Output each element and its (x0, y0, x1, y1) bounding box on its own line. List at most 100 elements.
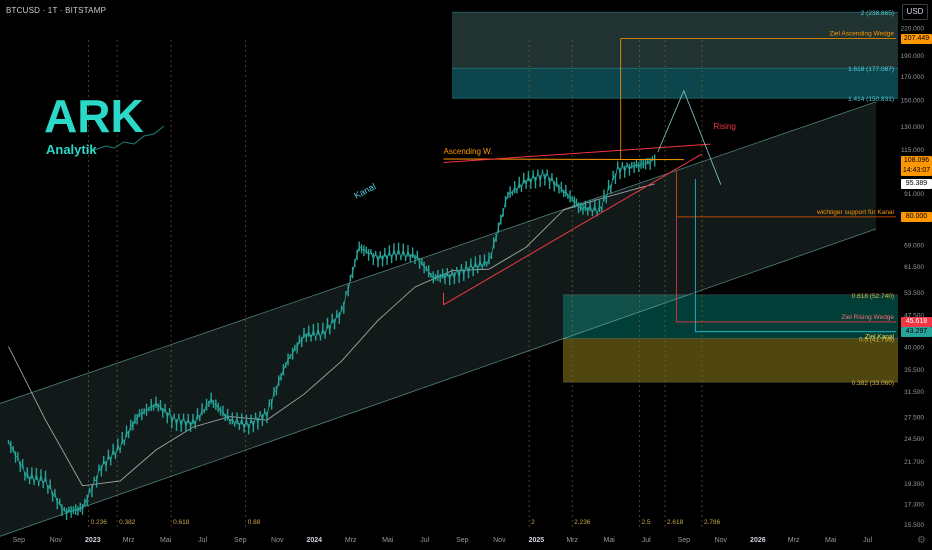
settings-icon[interactable]: ⚙ (917, 535, 926, 546)
projection-label-3: Ziel Kanal (865, 334, 894, 341)
logo-subtitle: Analytik (46, 142, 97, 157)
projected-path (657, 89, 722, 185)
y-tick-label-0: 15.500 (904, 522, 924, 529)
price-label-value: 45.618 (905, 317, 928, 325)
y-tick-label-19: 170.000 (901, 74, 925, 81)
price-label-1: 95.389 (901, 178, 932, 189)
channel-lower-line (0, 228, 877, 537)
symbol-label: BTCUSD · 1T · BITSTAMP (6, 6, 107, 15)
x-tick-label-4: Mai (160, 537, 172, 544)
y-tick-label-5: 27.500 (904, 415, 924, 422)
x-tick-label-5: Jul (198, 537, 207, 544)
fib-zone-upper (452, 12, 898, 69)
time-fib-label-8: 2.786 (704, 519, 721, 526)
time-fib-label-5: 2.236 (574, 519, 591, 526)
x-tick-label-2: 2023 (85, 537, 101, 544)
time-fib-label-3: 0.88 (248, 519, 261, 526)
x-tick-label-9: Mrz (345, 537, 357, 544)
y-tick-label-11: 61.500 (904, 264, 924, 271)
x-tick-label-19: Nov (715, 537, 728, 544)
wedge-lower-line (443, 153, 703, 306)
y-tick-label-1: 17.300 (904, 501, 924, 508)
x-tick-label-13: Nov (493, 537, 506, 544)
fib-zone-gold (563, 338, 898, 383)
x-tick-label-1: Nov (50, 537, 63, 544)
fib-zone-lower (563, 294, 898, 339)
y-tick-label-2: 19.300 (904, 481, 924, 488)
y-tick-label-7: 35.500 (904, 367, 924, 374)
x-tick-label-0: Sep (13, 537, 26, 544)
annotation-kanal: Kanal (352, 181, 377, 201)
x-tick-label-20: 2026 (750, 537, 766, 544)
fib-label-1: 1.618 (177.087) (848, 66, 894, 73)
time-fib-label-0: 0.236 (91, 519, 108, 526)
price-label-value: 80.000 (905, 212, 928, 220)
moving-average-line (8, 183, 655, 487)
projection-label-1: wichtiger support für Kanal (816, 209, 895, 216)
x-tick-label-8: 2024 (307, 537, 323, 544)
x-tick-label-7: Nov (271, 537, 284, 544)
y-tick-label-6: 31.500 (904, 389, 924, 396)
y-tick-label-16: 115.000 (901, 147, 924, 154)
currency-button[interactable]: USD (902, 4, 928, 20)
x-tick-label-17: Jul (642, 537, 651, 544)
time-fib-label-2: 0.618 (173, 519, 190, 526)
projection-ascending-wedge (620, 38, 896, 159)
price-label-5: 43.297 (901, 326, 932, 337)
projection-label-0: Ziel Ascending Wedge (829, 31, 894, 38)
y-tick-label-21: 220.000 (901, 26, 925, 33)
price-label-value: 95.389 (905, 179, 928, 187)
time-fib-label-4: 2 (531, 519, 535, 526)
channel-upper-line (0, 101, 877, 404)
fib-label-4: 0.5 (41.756) (859, 336, 894, 343)
price-line (8, 157, 655, 516)
x-tick-label-12: Sep (456, 537, 469, 544)
x-tick-label-23: Jul (863, 537, 872, 544)
projection-rising-wedge (676, 216, 896, 323)
price-label-value: 207.449 (903, 34, 930, 42)
y-tick-label-10: 53.500 (904, 290, 924, 297)
logo-text: ARK (44, 90, 144, 142)
y-tick-label-20: 190.000 (901, 53, 925, 60)
channel-band (0, 101, 877, 537)
time-fib-label-1: 0.382 (119, 519, 136, 526)
y-tick-label-3: 21.700 (904, 459, 924, 466)
x-tick-label-10: Mai (382, 537, 394, 544)
price-label-countdown: 14:43:07 (902, 166, 931, 174)
y-tick-label-17: 130.000 (901, 124, 925, 131)
x-tick-label-16: Mai (604, 537, 616, 544)
annotation-rising: Rising (714, 122, 736, 131)
x-tick-label-6: Sep (234, 537, 247, 544)
y-tick-label-12: 69.000 (904, 243, 924, 250)
x-tick-label-14: 2025 (529, 537, 545, 544)
fib-label-5: 0.382 (33.060) (852, 380, 894, 387)
price-label-value: 108.096 (903, 156, 930, 164)
logo-sparkline (93, 125, 165, 151)
y-tick-label-14: 91.000 (904, 191, 924, 198)
ascending-resistance-line (443, 158, 684, 161)
ark-logo: ARK Analytik (44, 90, 165, 157)
x-tick-label-11: Jul (420, 537, 429, 544)
fib-label-0: 2 (238.865) (861, 10, 894, 17)
price-label-0: 108.096 14:43:07 (901, 155, 932, 176)
price-label-3: 80.000 (901, 211, 932, 222)
price-label-2: 207.449 (901, 33, 932, 44)
x-tick-label-18: Sep (678, 537, 691, 544)
y-tick-label-8: 40.000 (904, 345, 924, 352)
projection-label-2: Ziel Rising Wedge (841, 314, 894, 321)
wedge-upper-line (443, 143, 711, 163)
y-tick-label-9: 47.500 (904, 312, 924, 319)
x-tick-label-22: Mai (825, 537, 837, 544)
y-tick-label-4: 24.500 (904, 436, 924, 443)
fib-label-3: 0.618 (52.740) (852, 293, 894, 300)
x-tick-label-3: Mrz (123, 537, 135, 544)
y-tick-label-18: 150.000 (901, 97, 925, 104)
projection-kanal (694, 178, 896, 333)
time-fib-label-7: 2.618 (667, 519, 684, 526)
x-tick-label-15: Mrz (566, 537, 578, 544)
time-fib-label-6: 2.5 (642, 519, 651, 526)
fib-zone-upper-inner (452, 68, 898, 99)
annotation-ascending: Ascending W. (444, 147, 493, 156)
